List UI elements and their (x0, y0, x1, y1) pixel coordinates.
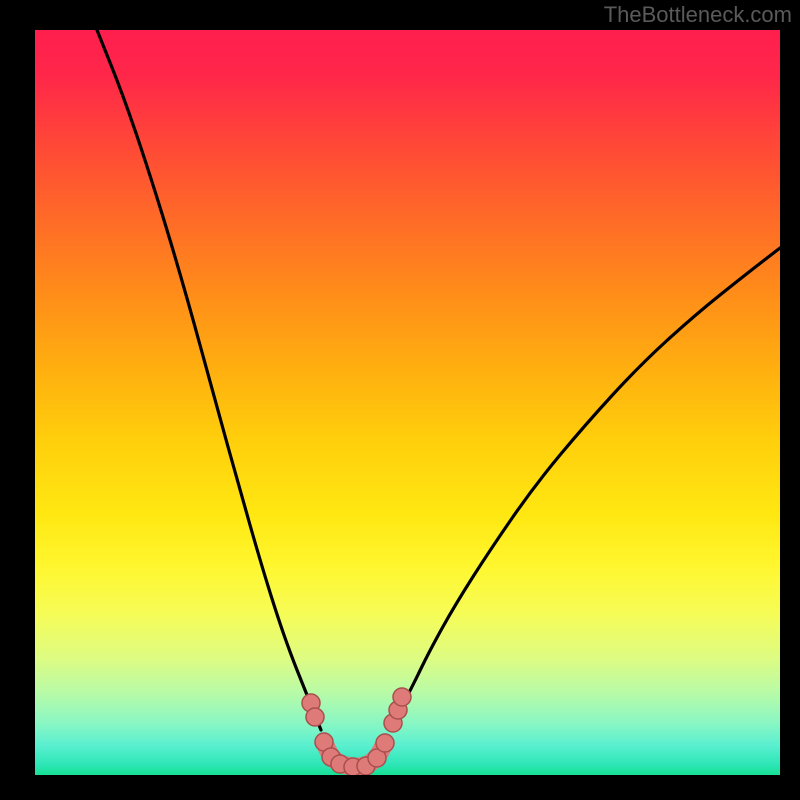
chart-plot-area (35, 30, 780, 775)
curve-left (97, 30, 321, 730)
chart-curves-layer (35, 30, 780, 775)
valley-node (376, 734, 394, 752)
valley-node (393, 688, 411, 706)
watermark-text: TheBottleneck.com (604, 2, 792, 28)
valley-node (306, 708, 324, 726)
curve-right (390, 248, 780, 730)
